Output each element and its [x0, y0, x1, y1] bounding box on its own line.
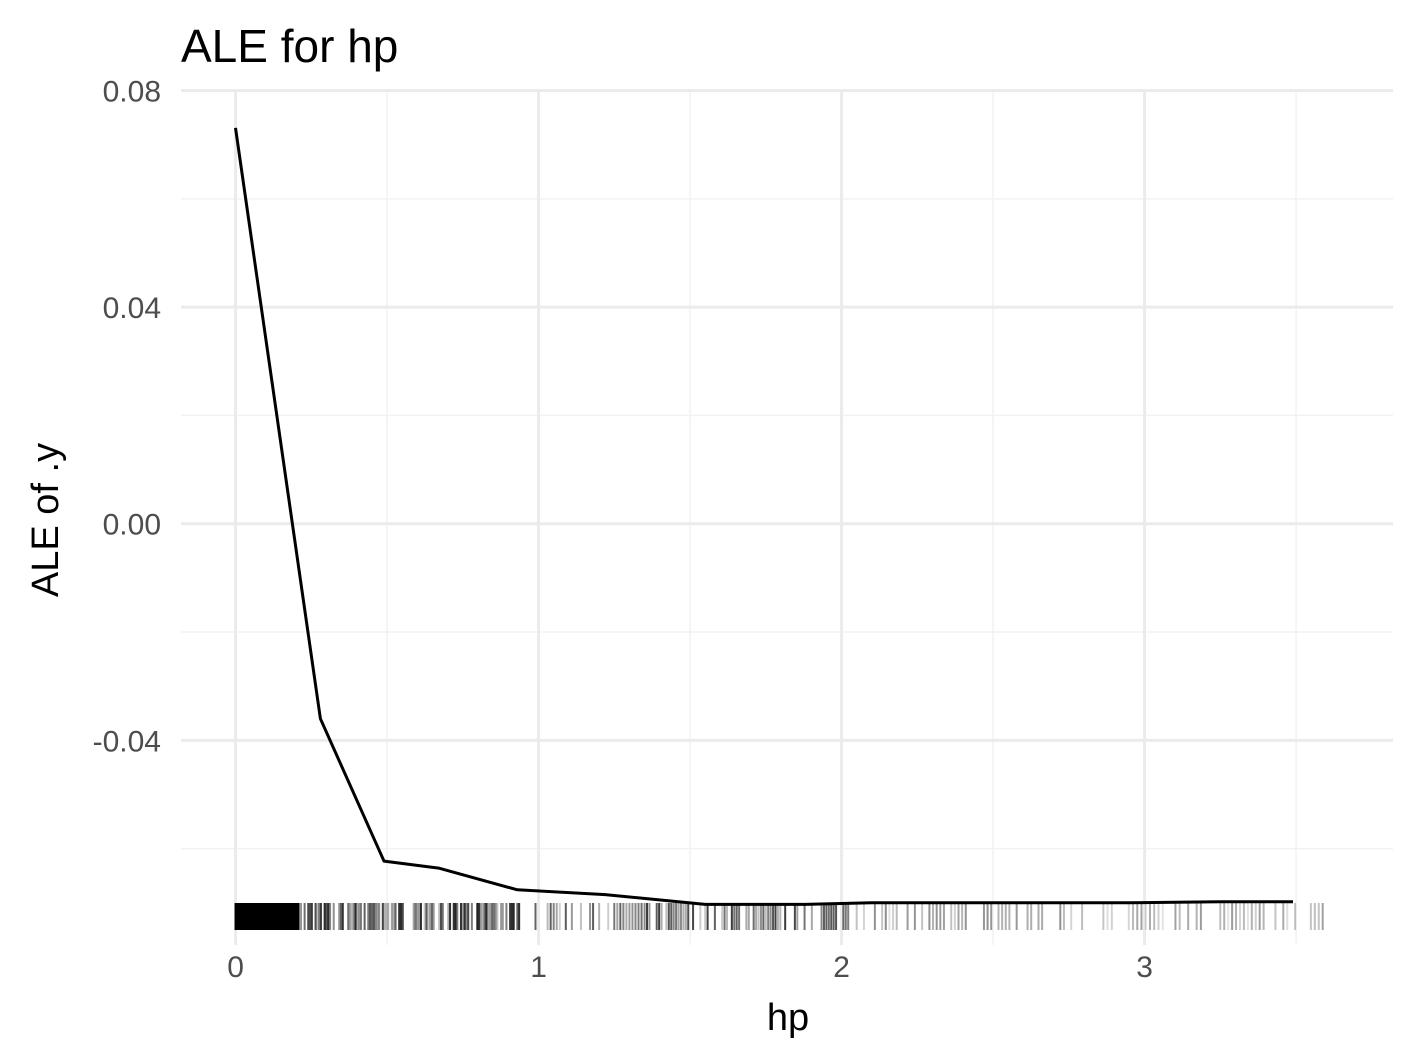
y-tick-label: 0.00: [103, 509, 161, 542]
y-tick-label: 0.08: [103, 76, 161, 109]
y-tick-label: -0.04: [93, 725, 161, 758]
x-tick-label: 3: [1136, 951, 1153, 984]
x-axis-title: hp: [767, 997, 809, 1039]
rug-marks: [234, 903, 1324, 930]
x-tick-label: 2: [833, 951, 850, 984]
ale-series: [234, 127, 1293, 906]
plot-grid: [181, 89, 1393, 945]
y-tick-label: 0.04: [103, 292, 161, 325]
x-tick-label: 0: [227, 951, 244, 984]
ale-line: [234, 127, 1293, 906]
chart-title: ALE for hp: [181, 20, 398, 72]
y-axis-title: ALE of .y: [25, 443, 67, 597]
x-axis-ticks: 0 1 2 3: [227, 951, 1153, 984]
y-axis-ticks: 0.08 0.04 0.00 -0.04: [93, 76, 161, 759]
x-tick-label: 1: [530, 951, 547, 984]
